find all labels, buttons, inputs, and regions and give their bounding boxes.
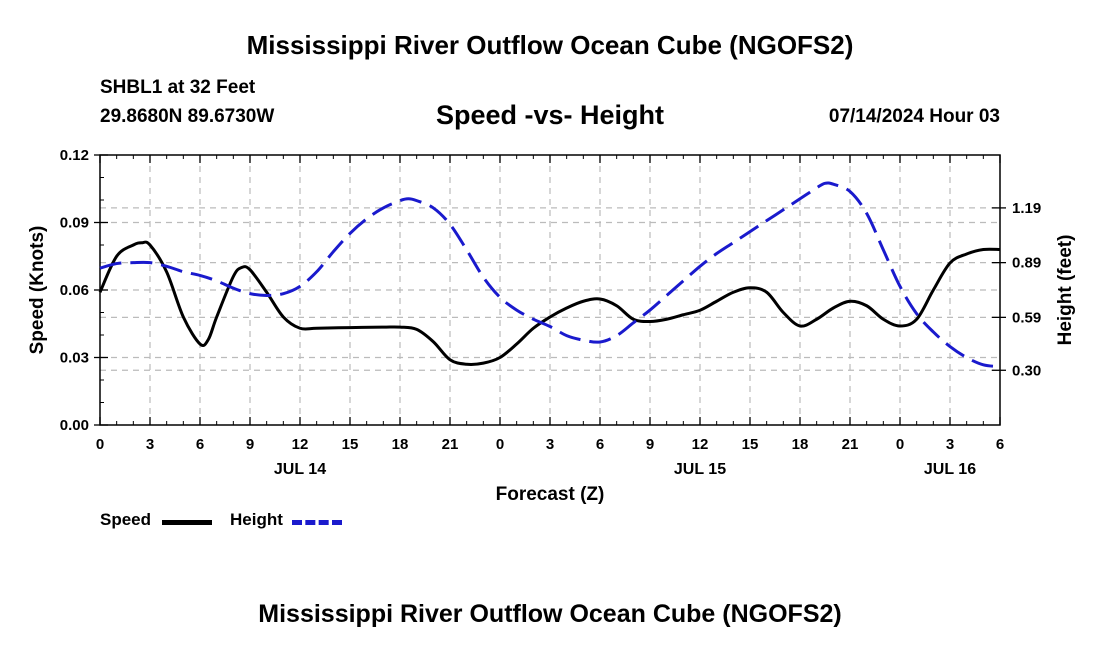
legend-speed-label: Speed (100, 510, 152, 529)
station-label: SHBL1 at 32 Feet (100, 77, 256, 98)
y-left-tick-label: 0.06 (60, 282, 89, 299)
day-label: JUL 14 (274, 461, 326, 478)
x-tick-label: 21 (442, 436, 459, 453)
y-right-tick-label: 0.59 (1012, 309, 1041, 326)
station-coordinates: 29.8680N 89.6730W (100, 106, 275, 127)
x-tick-label: 6 (996, 436, 1004, 453)
speed-height-chart: 0 3 6 9 12 15 18 21 0 3 6 9 12 15 18 21 0 3 6 JUL 14 JUL 15 J… (27, 147, 1076, 505)
height-series-line (99, 181, 1001, 369)
x-tick-label: 18 (392, 436, 409, 453)
x-tick-label: 21 (842, 436, 859, 453)
y-left-tick-label: 0.00 (60, 417, 89, 434)
forecast-datetime: 07/14/2024 Hour 03 (828, 106, 1000, 127)
tick-layer: 0 3 6 9 12 15 18 21 0 3 6 9 12 15 18 21 0 3 6 JUL 14 JUL 15 J… (60, 147, 1041, 478)
legend-height-label: Height (230, 510, 283, 529)
x-tick-label: 9 (246, 436, 254, 453)
x-tick-label: 0 (96, 436, 104, 453)
chart-title: Speed -vs- Height (435, 100, 665, 130)
x-tick-label: 6 (196, 436, 204, 453)
x-tick-label: 0 (496, 436, 504, 453)
legend-speed-swatch (162, 520, 212, 525)
y-axis-label-left: Speed (Knots) (27, 226, 48, 355)
x-tick-label: 15 (742, 436, 759, 453)
x-tick-label: 12 (292, 436, 309, 453)
y-left-tick-label: 0.09 (60, 215, 89, 232)
footer-title: Mississippi River Outflow Ocean Cube (NG… (258, 600, 842, 628)
x-tick-label: 6 (596, 436, 604, 453)
y-left-tick-label: 0.03 (60, 350, 89, 367)
y-axis-label-right: Height (feet) (1055, 235, 1076, 346)
legend-height-swatch (292, 520, 342, 525)
y-right-tick-label: 0.30 (1012, 362, 1041, 379)
x-tick-label: 3 (546, 436, 554, 453)
y-right-tick-label: 1.19 (1012, 200, 1041, 217)
series-layer (98, 181, 1001, 369)
day-label: JUL 16 (924, 461, 976, 478)
x-tick-label: 18 (792, 436, 809, 453)
x-tick-label: 3 (946, 436, 954, 453)
x-tick-label: 3 (146, 436, 154, 453)
day-label: JUL 15 (674, 461, 726, 478)
page-title: Mississippi River Outflow Ocean Cube (NG… (246, 30, 854, 60)
x-tick-label: 0 (896, 436, 904, 453)
grid-layer (100, 155, 1000, 425)
y-right-tick-label: 0.89 (1012, 255, 1041, 272)
x-tick-label: 15 (342, 436, 359, 453)
x-tick-label: 9 (646, 436, 654, 453)
x-axis-label: Forecast (Z) (496, 484, 605, 505)
y-left-tick-label: 0.12 (60, 147, 89, 164)
x-tick-label: 12 (692, 436, 709, 453)
